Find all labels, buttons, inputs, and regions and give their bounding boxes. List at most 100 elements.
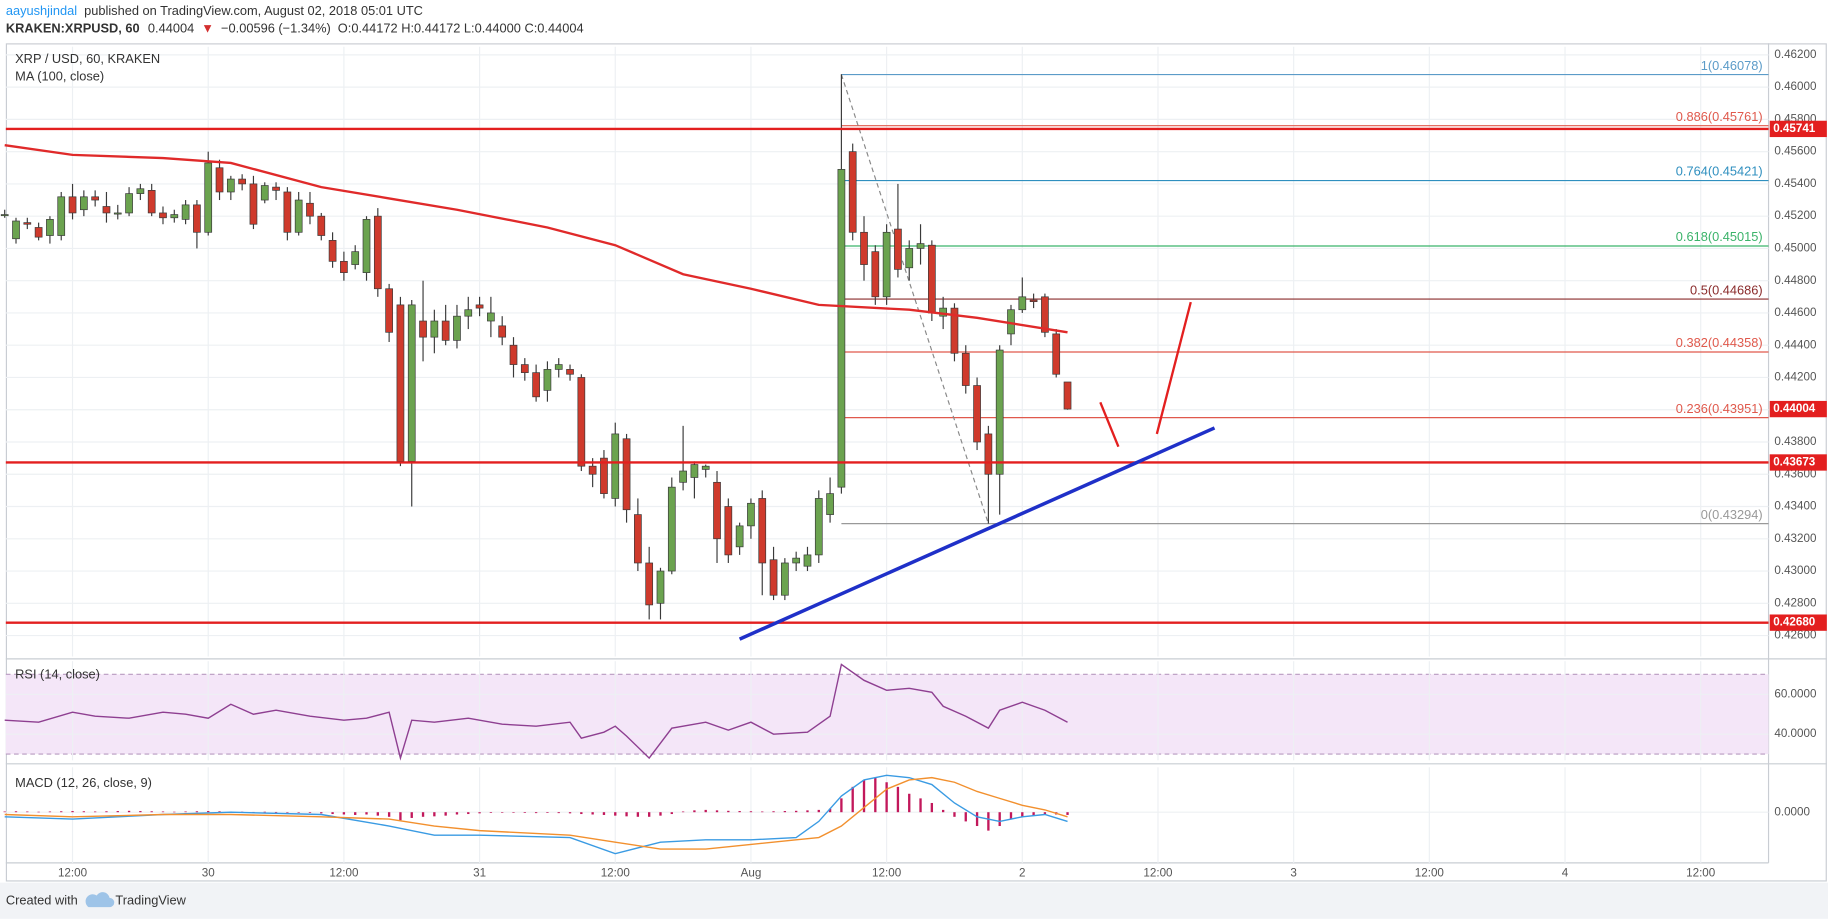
macd-histogram-bar [546,812,549,813]
macd-histogram-bar [862,779,866,813]
candle-body [713,481,721,540]
candle-body [46,219,54,236]
price-tag-label: 0.45741 [1773,122,1816,135]
candle-body [487,312,495,322]
macd-histogram-bar [116,811,119,813]
candle-body [961,352,970,386]
candle-body [894,228,902,270]
candle-body [611,433,620,499]
candle-body [34,227,43,238]
candle-body [57,196,66,236]
candle-body [532,372,540,398]
footer-bar [0,882,1828,919]
candle-body [950,307,959,354]
x-tick-label: 4 [1562,866,1569,879]
candle-body [204,162,213,233]
candle-body [984,433,993,475]
candle-body [306,202,314,217]
macd-histogram-bar [308,812,312,813]
x-tick-label: 2 [1019,866,1025,879]
macd-histogram-bar [987,812,990,831]
published-text: published on TradingView.com, August 02,… [84,3,423,18]
candle-body [848,151,857,233]
candle-body [645,562,654,606]
macd-histogram-bar [60,811,63,813]
candle-body [113,212,122,215]
macd-histogram-bar [71,811,74,813]
y-tick-label: 0.44400 [1774,338,1817,351]
panel-title: RSI (14, close) [15,667,100,682]
candle-body [340,260,348,273]
macd-histogram-bar [953,812,956,817]
x-tick-label: 12:00 [601,866,631,879]
macd-histogram-bar [636,812,640,817]
x-tick-label: 12:00 [1143,866,1173,879]
macd-histogram-bar [26,811,29,813]
candle-body [701,465,710,470]
y-tick-label: 0.44800 [1774,274,1817,287]
candle-body [475,304,484,309]
macd-histogram-bar [512,812,515,813]
drawing-line [1099,401,1120,448]
macd-histogram-bar [150,811,153,813]
y-tick-label: 0.46000 [1774,80,1817,93]
candle-body [803,554,812,567]
macd-histogram-bar [874,777,877,813]
candle-body [12,220,20,240]
macd-histogram-bar [648,812,651,817]
y-tick-label: 0.45400 [1774,177,1817,190]
candle-body [272,186,280,191]
candle-body [193,204,201,233]
candle-body [68,196,77,214]
brand-logo[interactable] [85,892,115,908]
macd-histogram-bar [806,810,809,813]
macd-histogram-bar [851,786,854,813]
candle-body [758,498,767,564]
author-link[interactable]: aayushjindal [6,3,77,18]
macd-histogram-bar [975,812,979,827]
macd-histogram-bar [840,798,843,813]
fib-label: 0.5(0.44686) [1690,282,1763,297]
candle-body [735,525,744,548]
macd-histogram-bar [354,812,357,815]
macd-histogram-bar [828,808,832,813]
footer-brand[interactable]: TradingView [115,893,186,908]
candle-body [260,185,269,201]
candle-body [362,219,371,273]
candle-body [1029,299,1038,303]
macd-histogram-bar [761,811,764,813]
y-tick-label: 0.44600 [1774,306,1817,319]
candle-body [509,344,518,365]
macd-histogram-bar [919,798,922,813]
candle-body [125,193,133,214]
macd-histogram-bar [1066,812,1069,815]
overlay-legend: MA (100, close) [15,69,104,84]
macd-histogram-bar [455,812,459,815]
macd-histogram-bar [681,811,685,813]
macd-histogram-bar [433,812,436,817]
candle-body [588,465,597,475]
chart-title: XRP / USD, 60, KRAKEN [15,51,160,66]
macd-histogram-bar [693,810,696,813]
candle-body [882,231,891,298]
macd-histogram-bar [297,812,300,813]
candle-body [498,325,507,338]
ohlc: O:0.44172 H:0.44172 L:0.44000 C:0.44004 [338,21,584,36]
chart-layer: 0.42600 0.42800 0.43000 0.43200 0.43400 0.436… [0,46,1827,879]
candle-body [317,215,326,236]
macd-histogram-bar [376,812,379,816]
macd-histogram-bar [14,811,18,813]
macd-histogram-bar [908,793,911,813]
x-tick-label: 12:00 [1686,866,1716,879]
candle-body [1052,333,1061,375]
macd-histogram-bar [523,812,526,813]
price-tag [1769,454,1827,471]
change: −0.00596 (−1.34%) [221,21,331,36]
candle-body [328,240,337,262]
y-tick-label: 0.43200 [1774,532,1817,545]
candle-body [566,369,574,375]
y-tick-label: 0.45000 [1774,242,1817,255]
candle-body [226,178,235,193]
candle-body [543,369,552,391]
